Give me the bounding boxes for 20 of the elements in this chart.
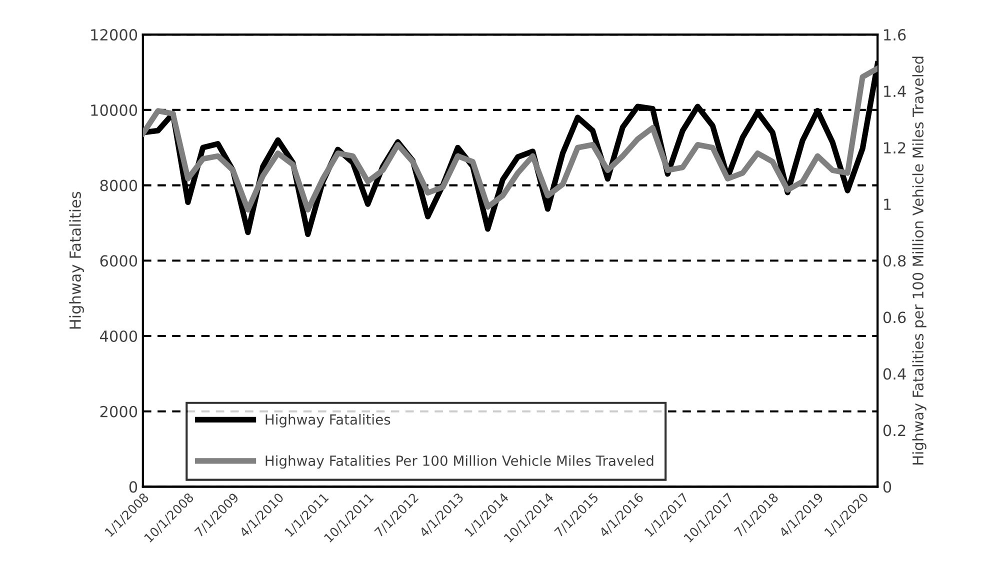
y2-tick-label: 0.8 (883, 255, 906, 267)
legend-label: Highway Fatalities Per 100 Million Vehicle Miles Traveled (266, 455, 654, 469)
y2-tick-label: 0 (883, 481, 892, 493)
y2-tick-label: 0.6 (883, 312, 906, 324)
y2-tick-label: 1.2 (884, 142, 906, 154)
y-tick-label: 4000 (100, 330, 138, 342)
y-tick-label: 10000 (91, 104, 138, 116)
y-tick-label: 0 (129, 481, 138, 493)
y2-tick-label: 1.4 (884, 86, 906, 97)
y2-tick-label: 0.2 (883, 424, 906, 436)
y2-tick-label: 1.6 (884, 29, 906, 41)
y-tick-label: 2000 (100, 406, 138, 418)
y-tick-label: 6000 (100, 255, 138, 267)
legend-label: Highway Fatalities (266, 414, 390, 428)
y2-tick-label: 0.4 (883, 368, 906, 380)
y-tick-label: 8000 (100, 180, 138, 192)
y-axis-title: Highway Fatalities (69, 192, 84, 329)
y-tick-label: 12000 (91, 29, 138, 41)
y2-axis-title: Highway Fatalities per 100 Million Vehicle Miles Traveled (912, 56, 926, 464)
y2-tick-label: 1 (884, 198, 891, 210)
